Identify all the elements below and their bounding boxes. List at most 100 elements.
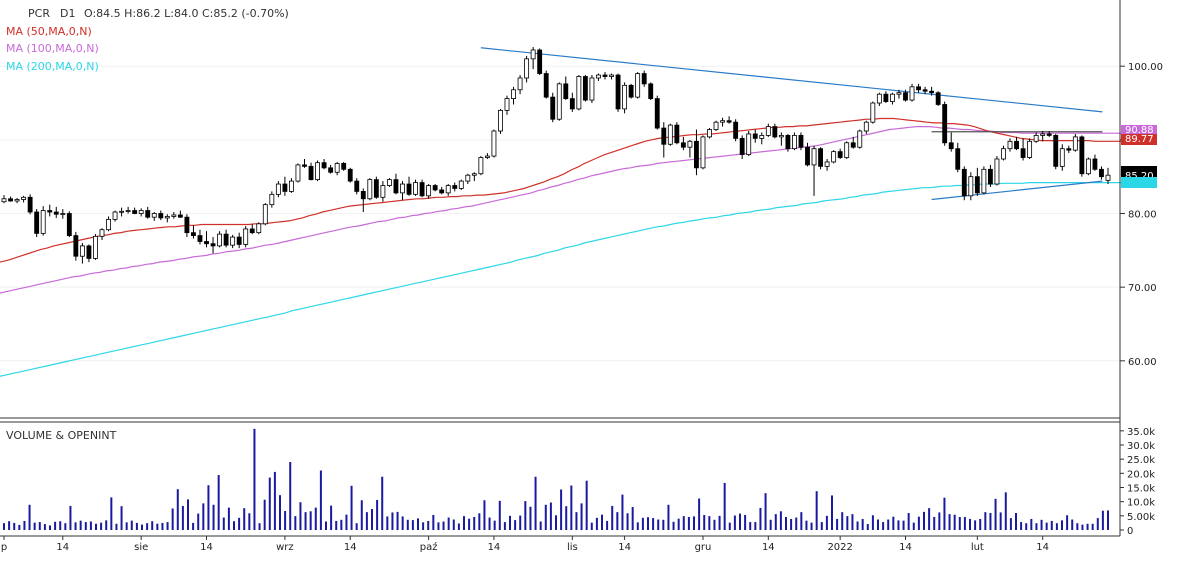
- volume-bar: [713, 519, 716, 530]
- candle-body: [713, 121, 719, 130]
- candle: [432, 184, 438, 192]
- candle-body: [1066, 148, 1072, 151]
- price-badge-bg: [1121, 177, 1157, 188]
- candle: [890, 92, 895, 105]
- candle-body: [73, 235, 79, 257]
- candle: [1105, 167, 1111, 185]
- volume-bar: [1035, 523, 1038, 530]
- volume-bar: [13, 522, 16, 530]
- volume-bar: [473, 516, 476, 530]
- volume-bar: [1091, 523, 1094, 530]
- volume-bar: [130, 520, 133, 530]
- candle: [981, 166, 987, 195]
- volume-bar: [457, 523, 460, 530]
- candle: [903, 89, 908, 102]
- candle: [726, 116, 732, 124]
- candle: [1001, 145, 1006, 161]
- price-panel-background: [0, 0, 1120, 416]
- candle: [158, 210, 164, 221]
- candle: [8, 196, 13, 202]
- volume-bar: [105, 520, 108, 530]
- volume-panel-title: VOLUME & OPENINT: [6, 429, 117, 442]
- volume-bar: [115, 523, 118, 530]
- volume-bar: [544, 504, 547, 530]
- volume-bar: [928, 508, 931, 530]
- volume-bar: [340, 519, 343, 530]
- candle-body: [432, 185, 438, 191]
- volume-bar: [708, 516, 711, 530]
- candle: [556, 82, 562, 121]
- volume-bar: [529, 506, 532, 530]
- volume-bar: [815, 491, 818, 530]
- volume-bar: [974, 520, 977, 530]
- candle: [511, 86, 516, 105]
- volume-bar: [181, 505, 184, 530]
- volume-bar: [483, 500, 486, 530]
- candle-body: [1027, 140, 1033, 158]
- candle: [236, 232, 242, 249]
- candle: [498, 108, 503, 134]
- candle: [844, 141, 850, 159]
- volume-bar: [1066, 515, 1069, 530]
- volume-bar: [560, 489, 563, 530]
- volume-bar: [176, 489, 179, 530]
- volume-bar: [754, 522, 757, 530]
- instrument-symbol: PCR: [28, 7, 50, 20]
- candle: [164, 214, 170, 223]
- volume-bar: [253, 428, 256, 530]
- volume-bar: [212, 504, 215, 530]
- candle: [1014, 136, 1019, 151]
- candle-body: [197, 235, 203, 242]
- volume-bar: [549, 502, 552, 530]
- volume-bar: [330, 505, 333, 530]
- volume-bar: [452, 519, 455, 530]
- candle: [504, 95, 510, 115]
- candle-body: [315, 162, 320, 181]
- volume-bar: [836, 518, 839, 530]
- volume-bar: [682, 516, 685, 530]
- candle-body: [765, 126, 771, 136]
- volume-bar: [192, 522, 195, 530]
- candle: [458, 179, 464, 190]
- candle: [1092, 154, 1098, 171]
- candle-body: [582, 76, 588, 101]
- candle-body: [955, 148, 961, 170]
- candle-body: [589, 77, 595, 101]
- volume-bar: [1081, 524, 1084, 530]
- volume-bar: [728, 522, 731, 530]
- candle-body: [1105, 174, 1111, 181]
- time-tick-label: sie: [134, 542, 148, 553]
- candle-body: [903, 92, 908, 101]
- candle-body: [746, 133, 752, 155]
- volume-bar: [396, 511, 399, 530]
- volume-bar: [335, 520, 338, 530]
- volume-bar: [1004, 492, 1007, 530]
- candle: [824, 158, 830, 171]
- volume-bar: [187, 499, 189, 530]
- candle-body: [445, 185, 451, 194]
- candle: [60, 209, 66, 219]
- candle-body: [824, 161, 830, 167]
- volume-bar: [657, 519, 660, 530]
- volume-bar: [314, 507, 317, 530]
- volume-bar: [897, 520, 900, 530]
- volume-bar: [273, 471, 276, 530]
- volume-bar: [146, 523, 149, 530]
- candle: [628, 83, 634, 99]
- time-tick-label: 14: [56, 542, 69, 553]
- volume-bar: [749, 522, 752, 530]
- candle-body: [112, 211, 118, 220]
- candle-body: [236, 236, 242, 245]
- candle: [1066, 145, 1072, 154]
- candle-body: [896, 92, 902, 95]
- candle: [308, 162, 314, 181]
- candle: [14, 198, 20, 204]
- candle-body: [158, 213, 164, 219]
- volume-bar: [151, 521, 154, 530]
- candle: [1027, 138, 1033, 159]
- volume-bar: [125, 522, 128, 530]
- candle-body: [400, 183, 405, 194]
- volume-bar: [1040, 519, 1043, 530]
- time-axis-labels: p 14 sie 14 wrz 14 paź 14 lis 14 gru 14 2022 14 lut 14: [1, 536, 1049, 553]
- volume-bar: [1009, 518, 1012, 530]
